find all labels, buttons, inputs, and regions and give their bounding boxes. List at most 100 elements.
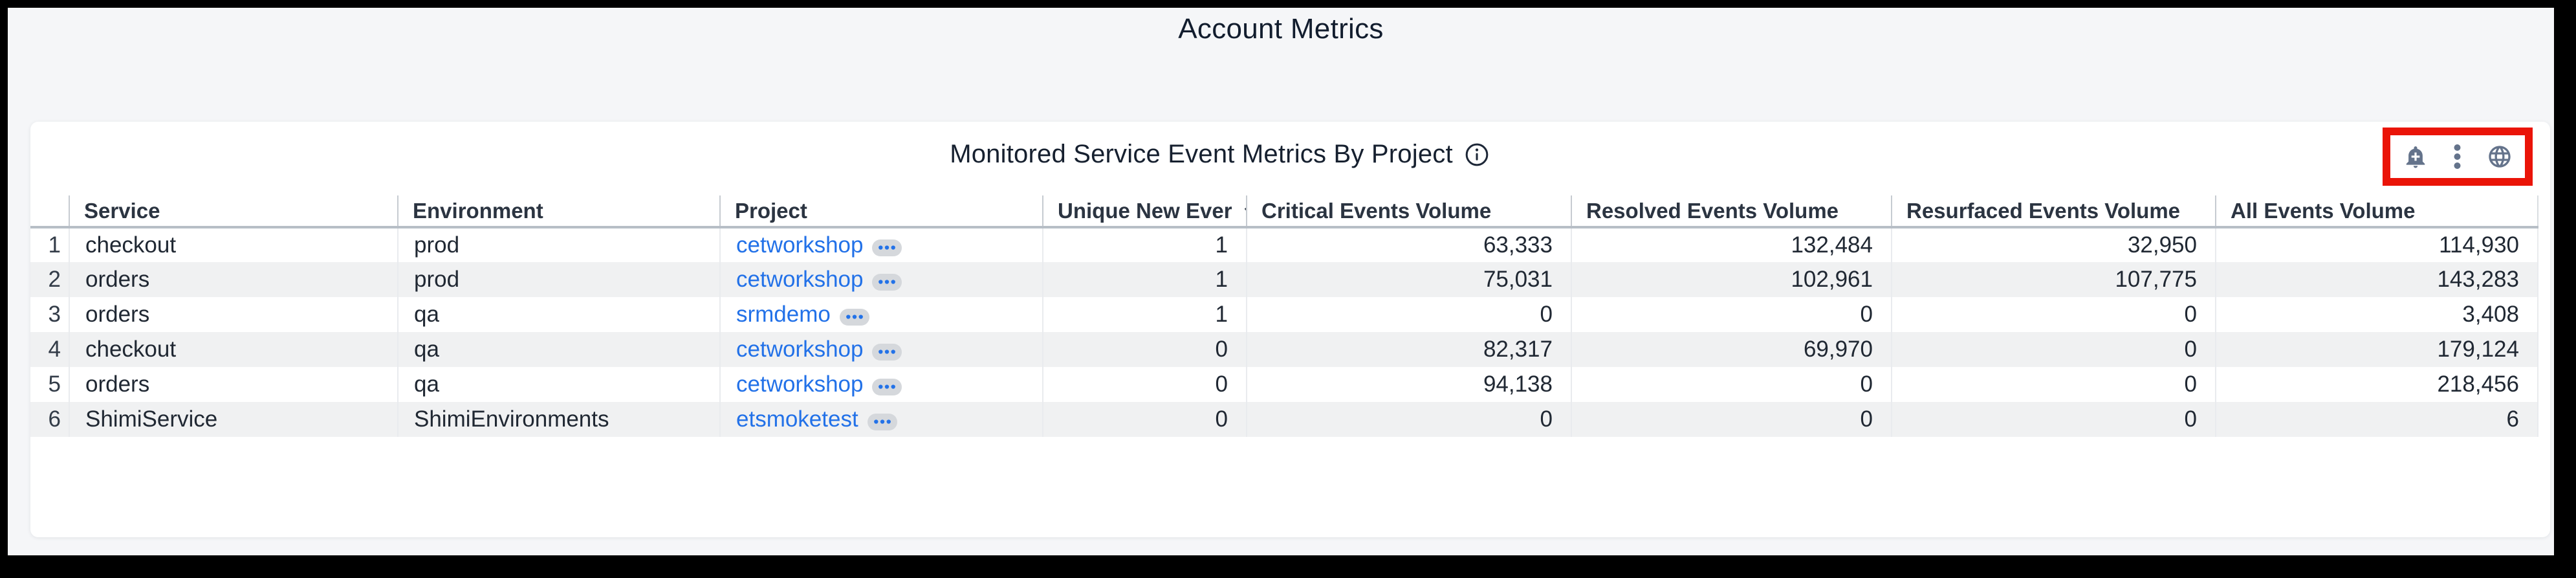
cell-resolved_events_volume: 0 [1571, 402, 1892, 437]
cell-environment: qa [397, 367, 720, 402]
column-header-critical_events_volume[interactable]: Critical Events Volume [1246, 195, 1571, 228]
globe-button[interactable] [2487, 144, 2513, 170]
ellipsis-icon [873, 419, 891, 424]
cell-unique_new_events: 0 [1042, 332, 1247, 367]
row-number: 3 [48, 302, 61, 327]
globe-icon [2487, 144, 2513, 170]
more-options-button[interactable] [2452, 144, 2462, 170]
cell-unique_new_events: 1 [1042, 227, 1247, 262]
ellipsis-pill[interactable] [839, 308, 869, 326]
ellipsis-pill[interactable] [872, 378, 902, 395]
cell-all_events_volume: 3,408 [2215, 297, 2538, 332]
cell-service: orders [69, 367, 398, 402]
cell-service: ShimiService [69, 402, 398, 437]
project-link[interactable]: cetworkshop [736, 372, 864, 397]
cell-environment: prod [397, 262, 720, 297]
table-row: 1 checkout prod cetworkshop 1 63,333 132,484 32… [30, 227, 2538, 262]
table-row: 6 ShimiService ShimiEnvironments etsmoketes… [30, 402, 2538, 437]
cell-all_events_volume: 143,283 [2215, 262, 2538, 297]
column-header-resurfaced_events_volume[interactable]: Resurfaced Events Volume [1891, 195, 2216, 228]
column-header-all_events_volume[interactable]: All Events Volume [2215, 195, 2538, 228]
cell-resurfaced_events_volume: 107,775 [1891, 262, 2216, 297]
cell-resolved_events_volume: 0 [1571, 367, 1892, 402]
cell-project: cetworkshop [719, 332, 1043, 367]
row-number: 2 [30, 262, 69, 297]
project-link[interactable]: cetworkshop [736, 232, 864, 258]
cell-project: etsmoketest [719, 402, 1043, 437]
page-title: Account Metrics [1178, 13, 1384, 45]
cell-critical_events_volume: 94,138 [1246, 367, 1571, 402]
cell-service: checkout [69, 332, 398, 367]
kebab-menu-icon [2452, 144, 2462, 170]
metrics-table: Service Environment Project Unique New Ever… [30, 195, 2538, 437]
project-link[interactable]: srmdemo [736, 302, 831, 327]
cell-environment: qa [397, 297, 720, 332]
ellipsis-pill[interactable] [872, 273, 902, 291]
widget-title: Monitored Service Event Metrics By Proje… [950, 140, 1453, 168]
table-row: 4 checkout qa cetworkshop 0 82,317 69,970 0 179,… [30, 332, 2538, 367]
cell-unique_new_events: 0 [1042, 402, 1247, 437]
cell-resurfaced_events_volume: 0 [1891, 367, 2216, 402]
cell-all_events_volume: 218,456 [2215, 367, 2538, 402]
row-number: 5 [48, 372, 61, 397]
column-header-unique_new_events[interactable]: Unique New Ever [1042, 195, 1247, 228]
project-link[interactable]: etsmoketest [736, 406, 858, 432]
table-row: 5 orders qa cetworkshop 0 94,138 0 0 218,456 [30, 367, 2538, 402]
cell-resolved_events_volume: 69,970 [1571, 332, 1892, 367]
cell-project: cetworkshop [719, 262, 1043, 297]
row-number: 6 [30, 402, 69, 437]
ellipsis-icon [879, 350, 896, 354]
cell-project: srmdemo [719, 297, 1043, 332]
cell-environment: prod [397, 227, 720, 262]
cell-all_events_volume: 114,930 [2215, 227, 2538, 262]
cell-resurfaced_events_volume: 0 [1891, 297, 2216, 332]
cell-service: checkout [69, 227, 398, 262]
info-icon[interactable] [1465, 142, 1489, 167]
widget-card: Monitored Service Event Metrics By Proje… [30, 122, 2550, 537]
project-link[interactable]: cetworkshop [736, 267, 864, 292]
row-number: 1 [48, 232, 61, 258]
cell-critical_events_volume: 75,031 [1246, 262, 1571, 297]
cell-service: orders [69, 297, 398, 332]
ellipsis-pill[interactable] [872, 239, 902, 256]
cell-resolved_events_volume: 0 [1571, 297, 1892, 332]
cell-project: cetworkshop [719, 227, 1043, 262]
table-header-row: Service Environment Project Unique New Ever… [30, 195, 2538, 228]
annotation-highlight-box [2383, 128, 2533, 186]
cell-service: orders [69, 262, 398, 297]
ellipsis-pill[interactable] [867, 413, 897, 430]
cell-unique_new_events: 1 [1042, 262, 1247, 297]
cell-environment: qa [397, 332, 720, 367]
dashboard-background: Account Metrics Monitored Service Event … [8, 8, 2554, 555]
bell-plus-icon [2403, 144, 2428, 170]
ellipsis-pill[interactable] [872, 343, 902, 361]
cell-critical_events_volume: 82,317 [1246, 332, 1571, 367]
cell-unique_new_events: 1 [1042, 297, 1247, 332]
table-row: 2 orders prod cetworkshop 1 75,031 102,961 107,… [30, 262, 2538, 297]
column-header-project[interactable]: Project [719, 195, 1043, 228]
cell-unique_new_events: 0 [1042, 367, 1247, 402]
table-row: 3 orders qa srmdemo 1 0 0 0 3,408 [30, 297, 2538, 332]
cell-environment: ShimiEnvironments [397, 402, 720, 437]
column-header-environment[interactable]: Environment [397, 195, 720, 228]
cell-critical_events_volume: 63,333 [1246, 227, 1571, 262]
cell-resolved_events_volume: 102,961 [1571, 262, 1892, 297]
metrics-table-wrap: Service Environment Project Unique New Ever… [30, 195, 2538, 437]
cell-critical_events_volume: 0 [1246, 402, 1571, 437]
cell-all_events_volume: 179,124 [2215, 332, 2538, 367]
widget-title-row: Monitored Service Event Metrics By Proje… [30, 140, 2408, 169]
cell-resurfaced_events_volume: 32,950 [1891, 227, 2216, 262]
column-header-resolved_events_volume[interactable]: Resolved Events Volume [1571, 195, 1892, 228]
create-monitor-button[interactable] [2403, 144, 2428, 170]
cell-resolved_events_volume: 132,484 [1571, 227, 1892, 262]
ellipsis-icon [879, 245, 896, 250]
ellipsis-icon [879, 280, 896, 284]
cell-all_events_volume: 6 [2215, 402, 2538, 437]
sort-chevron-down-icon [1244, 207, 1246, 211]
column-header-service[interactable]: Service [69, 195, 398, 228]
project-link[interactable]: cetworkshop [736, 337, 864, 362]
cell-project: cetworkshop [719, 367, 1043, 402]
column-header-rownum [30, 195, 69, 228]
cell-resurfaced_events_volume: 0 [1891, 332, 2216, 367]
